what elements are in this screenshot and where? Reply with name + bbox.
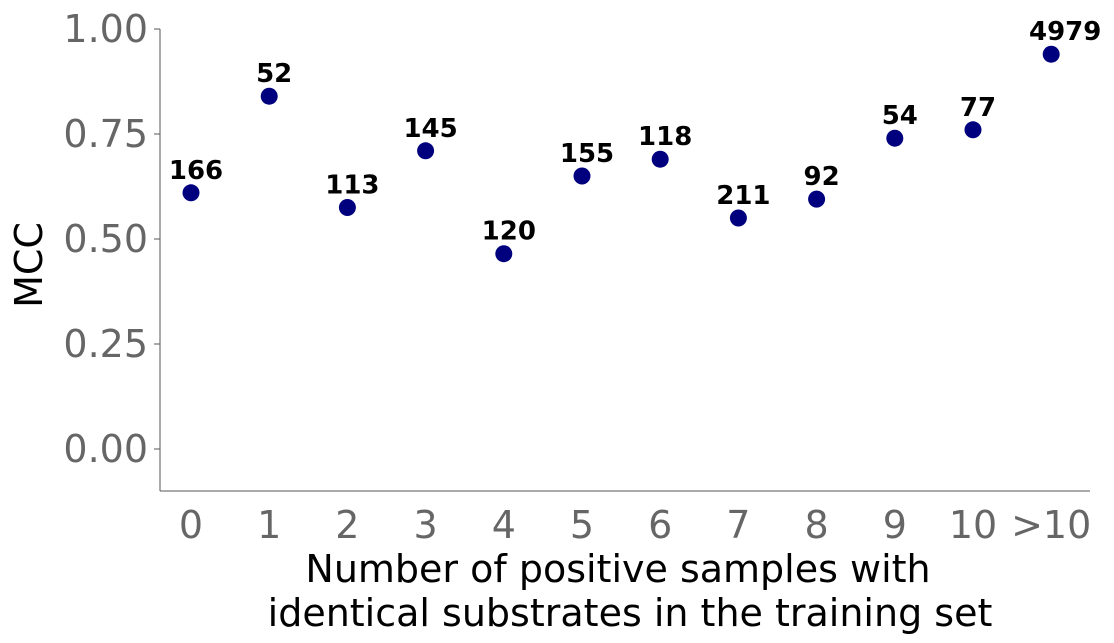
data-point xyxy=(338,199,356,216)
data-point xyxy=(729,209,747,227)
data-label: 155 xyxy=(560,139,614,169)
data-label: 118 xyxy=(638,122,692,152)
y-tick-label: 1.00 xyxy=(63,7,148,51)
data-label: 54 xyxy=(882,101,918,131)
x-tick-label: 10 xyxy=(949,503,997,547)
data-point xyxy=(964,121,982,139)
y-ticks: 0.00 0.25 0.50 0.75 1.00 xyxy=(63,7,160,471)
data-point xyxy=(651,150,669,168)
data-point xyxy=(808,190,826,208)
data-label: 92 xyxy=(804,162,840,192)
y-axis-title: MCC xyxy=(7,222,51,308)
x-tick-label: 8 xyxy=(805,503,829,547)
y-tick-label: 0.00 xyxy=(63,427,148,471)
x-tick-label: 5 xyxy=(570,503,594,547)
x-tick-label: 6 xyxy=(648,503,672,547)
data-point xyxy=(573,167,591,185)
data-point xyxy=(417,142,435,160)
data-point xyxy=(495,245,513,263)
data-label: 120 xyxy=(482,217,536,247)
x-ticks: 0 1 2 3 4 5 6 7 8 9 10 >10 xyxy=(179,503,1091,547)
x-tick-label: 9 xyxy=(883,503,907,547)
x-tick-label: 1 xyxy=(257,503,281,547)
data-point xyxy=(260,87,278,105)
x-tick-label: 4 xyxy=(492,503,516,547)
data-labels: 166 52 113 145 120 155 118 211 92 54 77 4979 xyxy=(169,17,1102,247)
axes xyxy=(159,29,1090,492)
data-label: 145 xyxy=(403,114,457,144)
data-point xyxy=(886,129,904,147)
x-axis-title-line-1: Number of positive samples with xyxy=(305,547,930,591)
data-point xyxy=(182,184,200,202)
x-tick-label: >10 xyxy=(1011,503,1091,547)
x-axis-title-line-2: identical substrates in the training set xyxy=(268,591,993,635)
data-label: 211 xyxy=(716,181,770,211)
x-tick-label: 3 xyxy=(414,503,438,547)
x-tick-label: 2 xyxy=(335,503,359,547)
data-point xyxy=(1042,45,1060,63)
data-label: 166 xyxy=(169,156,223,186)
x-tick-label: 7 xyxy=(726,503,750,547)
data-label: 113 xyxy=(325,171,379,201)
x-tick-label: 0 xyxy=(179,503,203,547)
y-tick-label: 0.25 xyxy=(63,322,148,366)
y-tick-label: 0.75 xyxy=(63,112,148,156)
data-label: 52 xyxy=(256,59,292,89)
data-label: 77 xyxy=(960,93,996,123)
data-points xyxy=(182,45,1060,263)
data-label: 4979 xyxy=(1029,17,1101,47)
y-tick-label: 0.50 xyxy=(63,217,148,261)
